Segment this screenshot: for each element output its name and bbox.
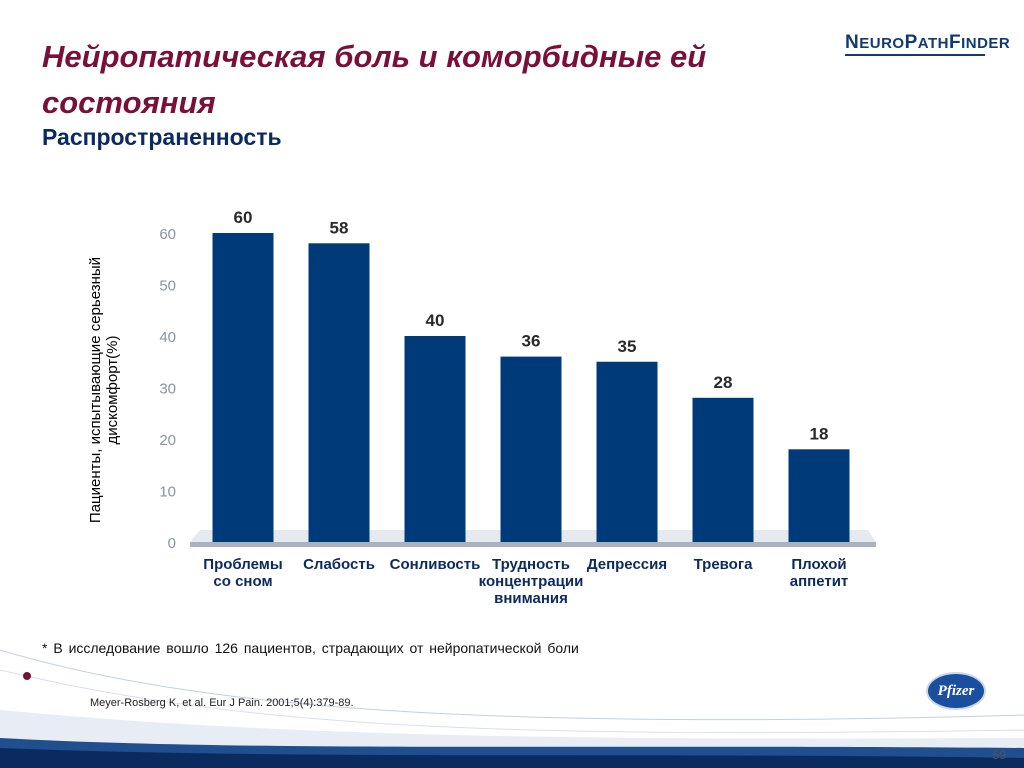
category-label-3: Трудность концентрации внимания <box>476 556 586 607</box>
page-number: 59 <box>992 748 1006 762</box>
bar-6 <box>788 449 850 542</box>
category-label-6-line-0: Плохой <box>791 556 847 573</box>
y-tick-label-2: 20 <box>159 432 176 449</box>
category-label-6-line-1: аппетит <box>789 573 849 590</box>
category-label-1-line-0: Слабость <box>303 556 375 573</box>
bar-chart: 0 10 20 30 40 50 60 60 58 40 36 35 28 18 <box>159 208 876 552</box>
category-label-4-line-0: Депрессия <box>586 556 668 573</box>
bar-value-label-1: 58 <box>330 218 349 237</box>
category-label-1: Слабость <box>284 556 394 573</box>
bar-value-label-3: 36 <box>522 332 541 351</box>
footnote: * В исследование вошло 126 пациентов, ст… <box>42 640 579 656</box>
citation: Meyer-Rosberg K, et al. Eur J Pain. 2001… <box>90 697 354 709</box>
logo-part-5: F <box>948 32 962 53</box>
y-tick-label-4: 40 <box>159 329 176 346</box>
category-label-0-line-1: со сном <box>213 573 273 590</box>
bar-value-label-0: 60 <box>234 208 253 227</box>
neuropathfinder-logo: NEUROPATHFINDER <box>845 32 1010 54</box>
y-tick-label-3: 30 <box>159 381 176 398</box>
bar-3 <box>500 356 562 542</box>
category-label-0-line-0: Проблемы <box>203 556 283 573</box>
y-tick-label-0: 0 <box>168 535 176 552</box>
pfizer-logo: Pfizer <box>928 674 984 708</box>
slide-subtitle: Распространенность <box>42 124 282 150</box>
x-axis-baseline <box>190 542 876 547</box>
y-tick-label-6: 60 <box>159 226 176 243</box>
bar-4 <box>596 361 658 542</box>
category-label-3-line-1: концентрации <box>478 573 584 590</box>
category-label-4: Депрессия <box>572 556 682 573</box>
category-label-5-line-0: Тревога <box>693 556 753 573</box>
logo-part-4: ATH <box>917 35 949 52</box>
category-label-6: Плохой аппетит <box>764 556 874 590</box>
decorative-waves <box>0 649 1024 768</box>
category-label-5: Тревога <box>668 556 778 573</box>
logo-part-6: INDER <box>961 35 1011 52</box>
logo-part-1: N <box>845 32 860 53</box>
category-label-2: Сонливость <box>380 556 490 573</box>
bar-value-label-4: 35 <box>618 337 637 356</box>
logo-part-2: EURO <box>859 35 905 52</box>
category-label-3-line-0: Трудность <box>492 556 570 573</box>
category-label-0: Проблемы со сном <box>188 556 298 590</box>
bar-value-label-6: 18 <box>810 424 829 443</box>
y-tick-label-1: 10 <box>159 484 176 501</box>
bar-5 <box>692 397 754 542</box>
y-tick-label-5: 50 <box>159 278 176 295</box>
logo-underline <box>845 54 985 56</box>
bar-0 <box>212 233 274 542</box>
bar-2 <box>404 336 466 542</box>
slide-title: Нейропатическая боль и коморбидные ей со… <box>42 39 707 120</box>
bar-value-label-5: 28 <box>714 373 733 392</box>
logo-part-3: P <box>904 32 918 53</box>
category-label-2-line-0: Сонливость <box>389 556 481 573</box>
category-label-3-line-2: внимания <box>494 590 568 607</box>
bar-1 <box>308 243 370 543</box>
bar-value-label-2: 40 <box>426 311 445 330</box>
